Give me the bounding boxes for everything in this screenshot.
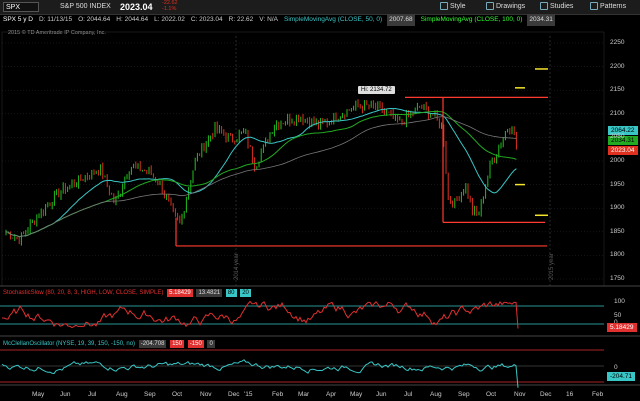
stoch-overbought: 80 — [225, 289, 237, 297]
mcclellan-header: McClellanOscillator (NYSE, 19, 39, 150, … — [3, 340, 215, 348]
stoch-line — [1, 300, 519, 329]
sma100-line — [5, 110, 517, 238]
stoch-tick-50: 50 — [614, 312, 622, 319]
patterns-button[interactable]: Patterns — [590, 1, 626, 13]
time-tick: Feb — [592, 391, 604, 398]
time-tick: Jun — [376, 391, 387, 398]
price-tick: 2000 — [610, 157, 625, 164]
price-tick: 1750 — [610, 275, 625, 282]
sma100-value: 2034.31 — [527, 14, 555, 26]
volume-value: N/A — [267, 16, 278, 23]
pencil-icon — [486, 2, 494, 11]
sma50-value: 2007.68 — [387, 14, 415, 26]
high-callout: Hi: 2134.72 — [358, 86, 395, 94]
net-change: -22.62 — [162, 0, 178, 6]
drawings-button[interactable]: Drawings — [486, 1, 525, 13]
mcclellan-value: -204.708 — [138, 340, 167, 348]
price-tick: 2200 — [610, 62, 625, 70]
stoch-value-k: 5.18429 — [167, 289, 193, 297]
range-readout: R: 22.62 — [228, 16, 254, 23]
time-tick: Mar — [298, 391, 310, 398]
index-name: S&P 500 INDEX — [60, 3, 111, 10]
style-button[interactable]: Style — [440, 1, 466, 13]
mcclellan-line — [1, 359, 519, 388]
mcclellan-lower: -150 — [187, 340, 204, 348]
time-tick: Dec — [228, 391, 240, 398]
flask-icon — [540, 2, 548, 11]
low-readout: L: 2022.02 — [154, 16, 185, 23]
price-tick: 1950 — [610, 180, 625, 188]
mcclellan-tick-0: 0 — [614, 364, 618, 371]
time-tick: Feb — [272, 391, 284, 398]
time-tick: Aug — [430, 391, 442, 398]
price-tick: 2050 — [610, 133, 625, 141]
last-price-tag: 2023.04 — [608, 146, 638, 155]
volume-readout: V: — [259, 16, 266, 23]
year-label: 2015 year — [549, 253, 555, 280]
study-info-bar: SPX 5 y D D: 11/13/15 O: 2044.64 H: 2044.64… — [0, 14, 640, 26]
time-tick: Jul — [88, 391, 97, 398]
stoch-header: StochasticSlow (80, 20, 8, 3, HIGH, LOW,… — [3, 289, 251, 297]
time-tick: Dec — [540, 391, 552, 398]
main-plot-frame — [1, 31, 605, 287]
time-tick: Nov — [514, 391, 526, 398]
pct-change: -1.1% — [162, 6, 177, 12]
sma50-label[interactable]: SimpleMovingAvg (CLOSE, 50, 0) — [283, 16, 383, 23]
sma50-line — [5, 107, 517, 238]
time-tick: 16 — [566, 391, 574, 398]
mcclellan-upper: 150 — [170, 340, 185, 348]
price-tick: 1900 — [610, 204, 625, 212]
top-toolbar: SPX S&P 500 INDEX 2023.04 -22.62 -1.1% S… — [0, 0, 640, 15]
high-readout: H: 2044.64 — [116, 16, 149, 23]
time-tick: Oct — [486, 391, 497, 398]
mcclellan-zero: 0 — [207, 340, 215, 348]
time-tick: Oct — [172, 391, 183, 398]
date-readout: D: 11/13/15 — [38, 16, 73, 23]
price-tick: 1800 — [610, 251, 625, 259]
long-ma-line — [5, 116, 517, 238]
time-tick: Aug — [116, 391, 128, 398]
stoch-tick-0: 0 — [614, 319, 618, 326]
studies-button[interactable]: Studies — [540, 1, 573, 13]
year-label: 2014 year — [234, 253, 240, 280]
time-tick: Sep — [458, 391, 470, 398]
time-tick: May — [350, 391, 363, 398]
period-label[interactable]: SPX 5 y D — [3, 16, 33, 23]
price-tick: 1850 — [610, 227, 625, 235]
last-price: 2023.04 — [120, 2, 153, 12]
stoch-oversold: 20 — [240, 289, 251, 297]
stoch-label[interactable]: StochasticSlow (80, 20, 8, 3, HIGH, LOW,… — [3, 290, 164, 296]
time-tick: Jun — [60, 391, 71, 398]
price-tick: 2250 — [610, 39, 625, 46]
symbol-input[interactable]: SPX — [3, 2, 39, 12]
price-tick: 2100 — [610, 109, 625, 117]
close-readout: C: 2023.04 — [190, 16, 223, 23]
sma100-price-tag: 2034.31 — [608, 136, 638, 145]
time-tick: '15 — [244, 391, 253, 398]
mcclellan-value-tag: -204.71 — [607, 372, 636, 381]
gear-icon — [440, 2, 448, 11]
mcclellan-label[interactable]: McClellanOscillator (NYSE, 19, 39, 150, … — [3, 341, 136, 347]
sma100-label[interactable]: SimpleMovingAvg (CLOSE, 100, 0) — [420, 16, 523, 23]
price-tick: 2150 — [610, 86, 625, 94]
stoch-tick-100: 100 — [614, 298, 625, 305]
stoch-value-d: 13.4821 — [196, 289, 223, 297]
time-tick: May — [32, 391, 45, 398]
time-tick: Nov — [200, 391, 212, 398]
time-tick: Jul — [404, 391, 413, 398]
stoch-value-tag: 5.18429 — [607, 323, 637, 332]
open-readout: O: 2044.64 — [78, 16, 111, 23]
sma50-price-tag: 2064.22 — [608, 126, 638, 135]
pattern-icon — [590, 2, 598, 11]
copyright-text: 2015 © TD Ameritrade IP Company, Inc. — [8, 30, 106, 36]
time-tick: Sep — [144, 391, 156, 398]
time-tick: Apr — [326, 391, 337, 398]
